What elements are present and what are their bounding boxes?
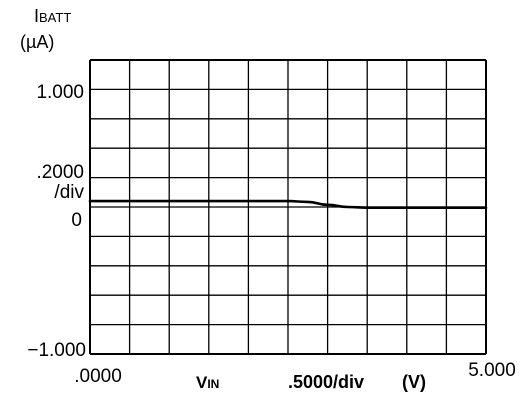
y-tick-bottom: −1.000 xyxy=(27,340,86,361)
y-tick-top: 1.000 xyxy=(36,82,84,103)
y-axis-unit: (µA) xyxy=(20,32,54,52)
x-axis-title-sub: IN xyxy=(207,377,219,391)
x-axis-title: VIN xyxy=(196,373,219,392)
x-axis-unit: (V) xyxy=(402,372,426,392)
x-tick-right: 5.000 xyxy=(468,360,516,381)
y-axis-title-sub: BATT xyxy=(39,10,71,25)
y-scale-unit: /div xyxy=(54,182,84,203)
grid xyxy=(89,59,487,355)
y-axis-title: IBATT xyxy=(34,6,71,26)
x-scale-label: .5000/div xyxy=(288,372,364,392)
y-scale-value: .2000 xyxy=(36,162,84,183)
y-tick-zero: 0 xyxy=(71,210,82,231)
x-axis-title-main: V xyxy=(196,373,208,392)
series-line xyxy=(88,199,488,209)
y-axis-title-main: I xyxy=(34,6,39,26)
x-tick-left: .0000 xyxy=(74,366,122,387)
